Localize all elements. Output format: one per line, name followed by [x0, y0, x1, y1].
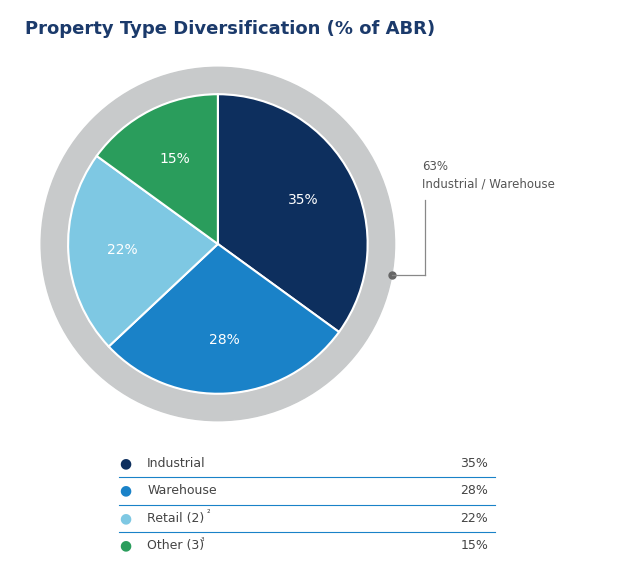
Text: ●: ● [119, 456, 131, 470]
Text: Warehouse: Warehouse [147, 484, 217, 497]
Text: 15%: 15% [460, 539, 488, 552]
Text: 22%: 22% [461, 512, 488, 525]
Text: 63%
Industrial / Warehouse: 63% Industrial / Warehouse [422, 160, 555, 191]
Text: 15%: 15% [159, 152, 190, 165]
Wedge shape [109, 244, 339, 394]
Wedge shape [96, 94, 218, 244]
Text: ●: ● [119, 511, 131, 525]
Circle shape [41, 67, 394, 420]
Text: 28%: 28% [460, 484, 488, 497]
Text: 28%: 28% [208, 333, 239, 347]
Circle shape [68, 94, 367, 394]
Text: ●: ● [119, 539, 131, 553]
Text: 35%: 35% [288, 193, 319, 208]
Text: ²: ² [207, 509, 210, 518]
Text: Other (3): Other (3) [147, 539, 204, 552]
Text: Industrial: Industrial [147, 457, 206, 470]
Text: 22%: 22% [107, 243, 138, 257]
Text: Property Type Diversification (% of ABR): Property Type Diversification (% of ABR) [25, 20, 435, 38]
Text: ³: ³ [201, 537, 205, 546]
Text: Retail (2): Retail (2) [147, 512, 204, 525]
Wedge shape [68, 156, 218, 347]
Text: ●: ● [119, 484, 131, 498]
Wedge shape [218, 94, 367, 332]
Text: 35%: 35% [460, 457, 488, 470]
